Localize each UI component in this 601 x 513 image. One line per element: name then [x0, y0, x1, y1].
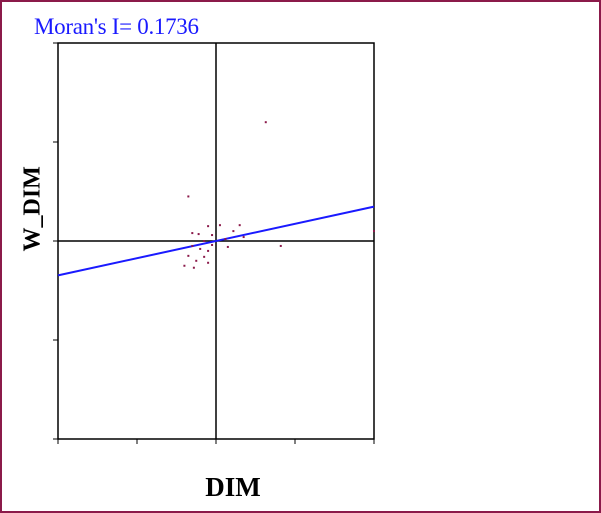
scatter-point: [191, 244, 194, 247]
scatter-point: [183, 264, 186, 267]
scatter-point: [264, 121, 267, 124]
scatter-point: [187, 195, 190, 198]
scatter-point: [211, 243, 214, 246]
scatter-point: [207, 225, 210, 228]
scatter-point: [187, 254, 190, 257]
scatter-point: [238, 224, 241, 227]
chart-title: Moran's I= 0.1736: [34, 14, 199, 39]
scatter-point: [226, 245, 229, 248]
scatter-point: [197, 233, 200, 236]
regression-line: [57, 205, 375, 277]
scatter-point: [242, 236, 245, 239]
scatter-point: [232, 230, 235, 233]
scatter-point: [192, 266, 195, 269]
y-axis-label: W_DIM: [19, 166, 46, 252]
x-axis-label: DIM: [205, 472, 261, 502]
scatter-point: [203, 240, 206, 242]
scatter-point: [218, 224, 221, 227]
scatter-point: [199, 247, 202, 250]
scatter-point: [207, 261, 210, 264]
scatter-point: [203, 255, 206, 258]
scatter-point: [195, 259, 198, 262]
scatter-point: [191, 232, 194, 235]
scatter-point: [373, 230, 375, 233]
scatter-point: [207, 249, 210, 252]
scatter-point: [279, 244, 282, 247]
scatter-point: [224, 238, 227, 241]
scatter-point: [211, 234, 214, 237]
